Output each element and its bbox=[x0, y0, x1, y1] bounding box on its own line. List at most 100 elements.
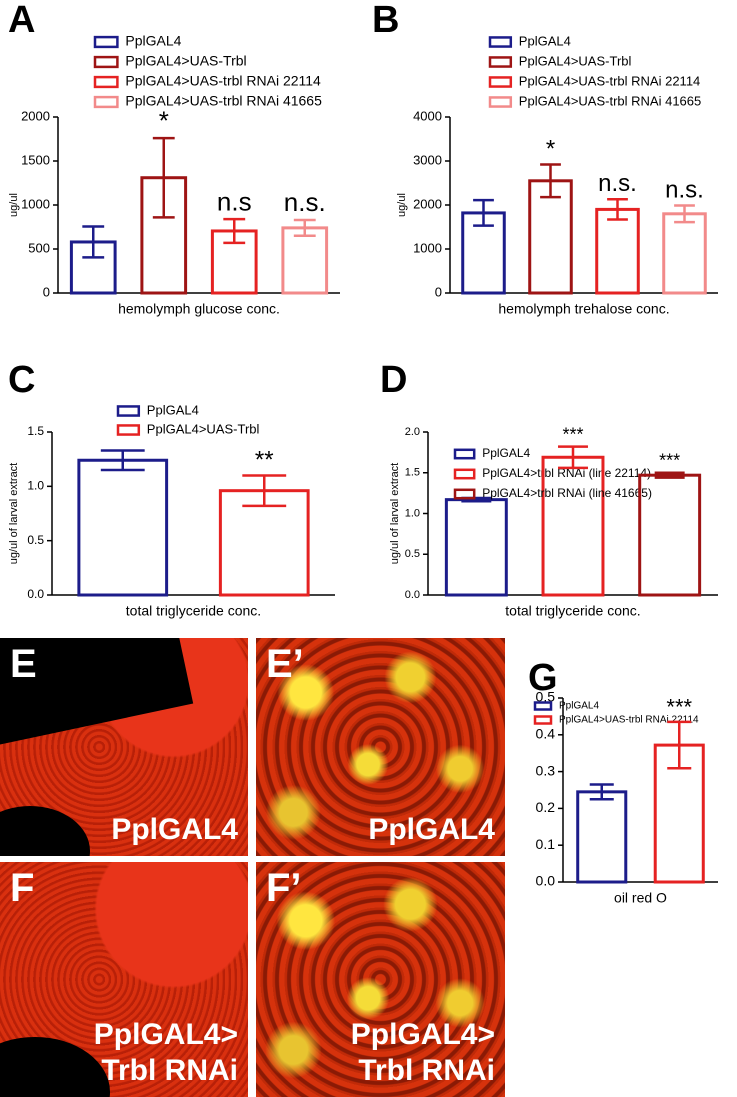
y-tick-label: 0 bbox=[43, 284, 50, 299]
image-panel: F’ PplGAL4> Trbl RNAi bbox=[256, 862, 505, 1097]
error-bar bbox=[152, 136, 175, 219]
image-label: PplGAL4 bbox=[368, 812, 495, 848]
error-bar bbox=[223, 217, 246, 245]
legend-label: PplGAL4 bbox=[482, 446, 530, 460]
error-bar bbox=[674, 204, 695, 224]
bar bbox=[281, 226, 329, 295]
y-tick-label: 1000 bbox=[21, 196, 50, 211]
label-line: PplGAL4> bbox=[350, 1018, 495, 1051]
y-tick-label: 1.0 bbox=[405, 507, 420, 519]
legend-label: PplGAL4>UAS-trbl RNAi 41665 bbox=[519, 93, 701, 108]
legend-swatch bbox=[453, 488, 476, 500]
significance-label: *** bbox=[562, 425, 583, 445]
legend-label: PplGAL4>UAS-Trbl bbox=[519, 53, 632, 68]
error-bar bbox=[100, 449, 145, 472]
significance-label: *** bbox=[666, 695, 692, 720]
y-tick-label: 0.5 bbox=[536, 689, 556, 705]
legend-label: PplGAL4 bbox=[559, 701, 599, 712]
panel-letter: A bbox=[8, 0, 35, 41]
y-tick-label: 0.2 bbox=[536, 799, 556, 815]
significance-label: * bbox=[546, 135, 555, 162]
legend-swatch bbox=[453, 448, 476, 460]
y-axis-label: ug/ul of larval extract bbox=[8, 463, 20, 565]
y-tick-label: 0.3 bbox=[536, 762, 556, 778]
error-bar bbox=[293, 218, 316, 238]
label-line: Trbl RNAi bbox=[358, 1054, 495, 1087]
error-bar bbox=[667, 720, 692, 770]
y-tick-label: 2000 bbox=[21, 108, 50, 123]
y-tick-label: 1000 bbox=[413, 240, 442, 255]
legend-label: PplGAL4>UAS-Trbl bbox=[125, 53, 246, 69]
y-tick-label: 2.0 bbox=[405, 426, 420, 438]
significance-label: n.s. bbox=[598, 170, 637, 197]
y-tick-label: 1.5 bbox=[405, 467, 420, 479]
y-tick-label: 1.0 bbox=[27, 479, 44, 493]
x-axis-label: hemolymph glucose conc. bbox=[118, 301, 280, 317]
image-panel: E PplGAL4 bbox=[0, 638, 248, 856]
legend-swatch bbox=[488, 56, 513, 68]
panel-letter: F bbox=[10, 866, 35, 910]
y-axis-label: ug/ul bbox=[8, 193, 20, 217]
bar bbox=[662, 212, 707, 295]
error-bar bbox=[242, 474, 287, 508]
legend-swatch bbox=[93, 35, 119, 49]
x-axis-label: hemolymph trehalose conc. bbox=[498, 301, 669, 317]
legend-label: PplGAL4>UAS-trbl RNAi 22114 bbox=[519, 73, 701, 88]
legend-swatch bbox=[488, 36, 513, 48]
image-label: PplGAL4> Trbl RNAi bbox=[94, 1017, 238, 1089]
panel-letter: B bbox=[372, 0, 399, 41]
panel-letter: E’ bbox=[266, 642, 304, 686]
panel-letter: C bbox=[8, 359, 35, 401]
x-axis-label: total triglyceride conc. bbox=[505, 603, 640, 619]
legend-swatch bbox=[488, 76, 513, 88]
y-tick-label: 0.0 bbox=[536, 873, 556, 889]
significance-label: *** bbox=[659, 451, 680, 471]
error-bar bbox=[473, 198, 494, 227]
significance-label: n.s. bbox=[665, 176, 704, 203]
bar bbox=[595, 207, 640, 295]
legend-swatch bbox=[116, 424, 141, 436]
y-tick-label: 0.0 bbox=[27, 587, 44, 601]
y-tick-label: 0.4 bbox=[536, 726, 556, 742]
panel-letter: D bbox=[380, 359, 407, 401]
legend-label: PplGAL4>UAS-trbl RNAi 22114 bbox=[125, 73, 321, 89]
legend-label: PplGAL4>UAS-Trbl bbox=[147, 421, 260, 436]
y-tick-label: 1500 bbox=[21, 152, 50, 167]
legend-swatch bbox=[93, 75, 119, 89]
bar bbox=[576, 790, 628, 884]
x-axis-label: total triglyceride conc. bbox=[126, 603, 261, 619]
legend-label: PplGAL4>UAS-trbl RNAi 22114 bbox=[559, 715, 699, 726]
legend-swatch bbox=[93, 55, 119, 69]
label-line: PplGAL4> bbox=[93, 1018, 238, 1051]
label-line: PplGAL4 bbox=[111, 813, 238, 846]
legend-label: PplGAL4>trbl RNAi (line 22114) bbox=[482, 466, 651, 480]
legend-label: PplGAL4>trbl RNAi (line 41665) bbox=[482, 486, 652, 500]
legend-swatch bbox=[116, 405, 141, 417]
error-bar bbox=[607, 198, 628, 221]
image-label: PplGAL4> Trbl RNAi bbox=[351, 1017, 495, 1089]
image-panel: F PplGAL4> Trbl RNAi bbox=[0, 862, 248, 1097]
y-tick-label: 0 bbox=[435, 284, 442, 299]
y-axis-label: ug/ul bbox=[396, 193, 408, 217]
legend-swatch bbox=[533, 701, 553, 711]
y-axis-label: ug/ul of larval extract bbox=[389, 463, 401, 565]
error-bar bbox=[558, 445, 588, 470]
image-panel: E’ PplGAL4 bbox=[256, 638, 505, 856]
panel-letter: G bbox=[528, 657, 558, 699]
legend-swatch bbox=[93, 95, 119, 109]
legend-label: PplGAL4 bbox=[147, 402, 199, 417]
y-tick-label: 500 bbox=[28, 240, 50, 255]
error-bar bbox=[589, 783, 614, 801]
y-tick-label: 0.5 bbox=[27, 533, 44, 547]
error-bar bbox=[540, 163, 561, 199]
panel-letter: E bbox=[10, 642, 37, 686]
y-tick-label: 0.5 bbox=[405, 548, 420, 560]
legend-swatch bbox=[533, 715, 553, 725]
x-axis-label: oil red O bbox=[614, 890, 667, 906]
y-tick-label: 0.1 bbox=[536, 836, 556, 852]
y-tick-label: 1.5 bbox=[27, 424, 44, 438]
significance-label: ** bbox=[255, 446, 274, 473]
legend-swatch bbox=[453, 468, 476, 480]
error-bar bbox=[82, 225, 105, 259]
